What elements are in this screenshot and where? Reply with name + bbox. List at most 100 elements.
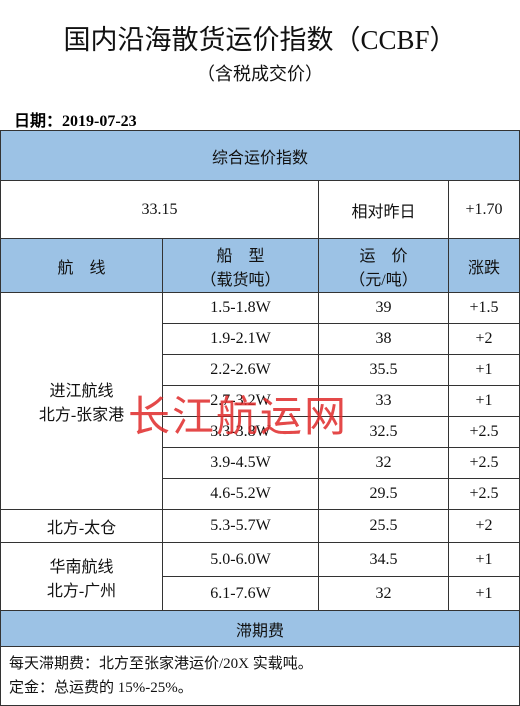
cell: +1 [447,354,520,386]
row: 3.3-3.8W 32.5 +2.5 [1,416,520,448]
column-header: 涨跌 [447,238,520,293]
freight-table: 综合运价指数 33.15 相对昨日 +1.70 航 线 船 型 （载货吨） 运 价 （元/吨） 涨… [0,130,520,706]
row: 综合运价指数 [0,130,520,181]
text: （元/吨） [349,271,418,289]
text: +2 [475,517,493,534]
cell: +1 [447,576,520,611]
text: 4.6-5.2W [210,485,271,502]
cell: 34.5 [318,542,449,577]
cell: +2.5 [447,447,520,479]
cell: +2.5 [447,416,520,448]
cell: 32.5 [318,416,449,448]
cell: 39 [318,292,449,324]
row: 华南航线北方-广州 5.0-6.0W 34.5 +1 [0,542,520,611]
cell: 33.15 [0,180,319,239]
cell: +1.70 [447,180,520,239]
text: （载货吨） [200,271,281,289]
cell: 2.2-2.6W [162,354,319,386]
text: 北方-张家港 [38,407,125,424]
text: 综合运价指数 [212,149,309,167]
text: 25.5 [369,517,398,534]
text: 进江航线 [49,383,114,400]
cell: 3.9-4.5W [162,447,319,479]
row: 每天滞期费：北方至张家港运价/20X 实载吨。 定金：总运费的 15%-25%。 [0,646,520,706]
text: 相对昨日 [351,203,416,221]
title: 国内沿海散货运价指数（CCBF） [63,25,457,55]
cell: 2.7-3.2W [162,385,319,417]
cell: 38 [318,323,449,355]
text: 33 [375,392,392,409]
text: 34.5 [369,550,398,568]
text: +2.5 [469,423,499,440]
text: +2.5 [469,485,499,502]
cell: 1.9-2.1W [162,323,319,355]
cell: +1.5 [447,292,520,324]
row: 航 线 船 型 （载货吨） 运 价 （元/吨） 涨跌 [0,238,520,293]
cell: 6.1-7.6W [162,576,319,611]
text: 32.5 [369,423,398,440]
text: 华南航线 [49,558,114,576]
row: 2.2-2.6W 35.5 +1 [1,354,520,386]
text: +1 [475,392,493,409]
route: 北方-太仓 [0,509,163,543]
text: 运 价 [359,247,408,265]
text: 北方-太仓 [46,520,117,537]
cell: +2 [447,509,520,543]
text: 每天滞期费：北方至张家港运价/20X 实载吨。 [9,656,313,672]
text: 39 [375,299,392,316]
text: +2 [475,330,493,347]
text: 29.5 [369,485,398,502]
cell: +2 [447,323,520,355]
row: 滞期费 [0,610,520,647]
row: 4.6-5.2W 29.5 +2.5 [1,478,520,510]
cell: +1 [447,385,520,417]
subtitle: （含税成交价） [197,64,323,84]
text: 1.9-2.1W [210,330,271,347]
text: +1 [475,361,493,378]
text: 6.1-7.6W [210,584,271,602]
text: +1.5 [469,299,499,316]
cell: 32 [318,447,449,479]
row: 进江航线北方-张家港 1.5-1.8W 39 +1.5 [0,292,520,510]
text: +2.5 [469,454,499,471]
cell: 32 [318,576,449,611]
cell: 33 [318,385,449,417]
cell: 25.5 [318,509,449,543]
text: 38 [375,330,392,347]
text: +1.70 [465,200,503,218]
text: 32 [375,584,392,602]
text: 1.5-1.8W [210,299,271,316]
cell: +2.5 [447,478,520,510]
text: 33.15 [141,200,178,218]
text: 5.3-5.7W [210,517,271,534]
text: 35.5 [369,361,398,378]
text: 3.3-3.8W [210,423,271,440]
cell: 29.5 [318,478,449,510]
row: 6.1-7.6W 32 +1 [1,576,520,611]
text: 2.7-3.2W [210,392,271,409]
text: 5.0-6.0W [210,550,271,568]
text: 北方-广州 [46,582,117,600]
text: 涨跌 [468,259,501,277]
text: 32 [375,454,392,471]
text: 2.2-2.6W [210,361,271,378]
date: 日期：2019-07-23 [14,113,137,130]
section-header: 滞期费 [0,610,520,647]
text: 航 线 [57,259,106,277]
text: 3.9-4.5W [210,454,271,471]
route: 华南航线北方-广州 [0,542,163,611]
row: 北方-太仓 5.3-5.7W 25.5 +2 [0,509,520,543]
row: 1.9-2.1W 38 +2 [1,323,520,355]
text: +1 [475,584,493,602]
text: 定金：总运费的 15%-25%。 [9,680,193,696]
cell: 相对昨日 [318,180,449,239]
column-header: 运 价 （元/吨） [318,238,449,293]
column-header: 船 型 （载货吨） [162,238,319,293]
text: 船 型 [216,247,265,265]
cell: +1 [447,542,520,577]
row: 2.7-3.2W 33 +1 [1,385,520,417]
row: 3.9-4.5W 32 +2.5 [1,447,520,479]
cell: 1.5-1.8W [162,292,319,324]
section-header: 综合运价指数 [0,130,520,181]
